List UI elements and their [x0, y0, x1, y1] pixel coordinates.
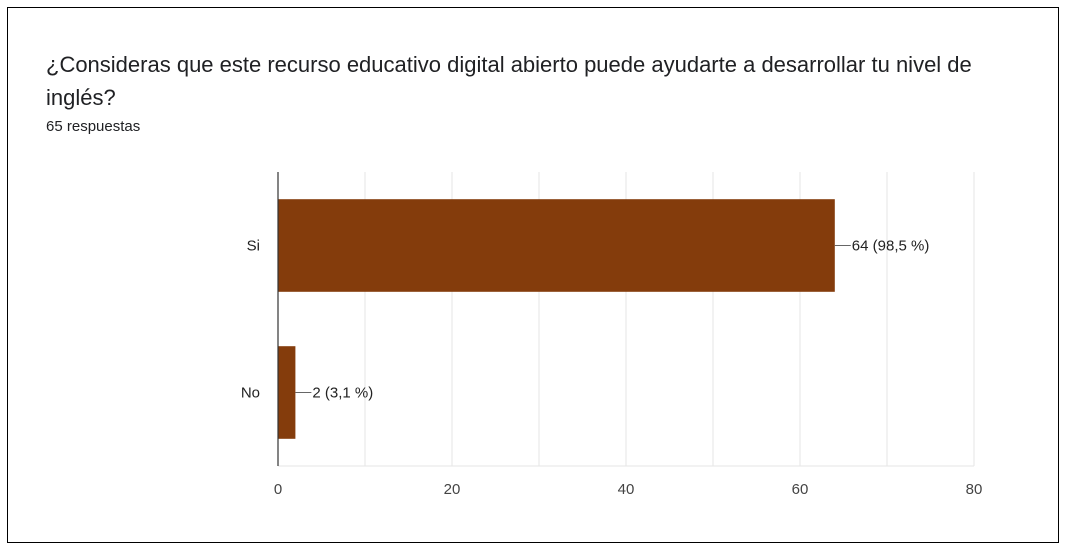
bar: [278, 199, 835, 292]
bar: [278, 346, 296, 439]
data-label: 64 (98,5 %): [852, 238, 930, 255]
x-tick-label: 0: [274, 481, 282, 498]
category-label: No: [241, 385, 260, 402]
category-label: Si: [247, 238, 260, 255]
response-count: 65 respuestas: [46, 118, 141, 135]
x-tick-label: 40: [618, 481, 635, 498]
question-title: ¿Consideras que este recurso educativo d…: [46, 52, 972, 110]
data-label: 2 (3,1 %): [312, 385, 373, 402]
x-tick-label: 60: [792, 481, 809, 498]
x-tick-label: 20: [444, 481, 461, 498]
x-tick-label: 80: [966, 481, 983, 498]
